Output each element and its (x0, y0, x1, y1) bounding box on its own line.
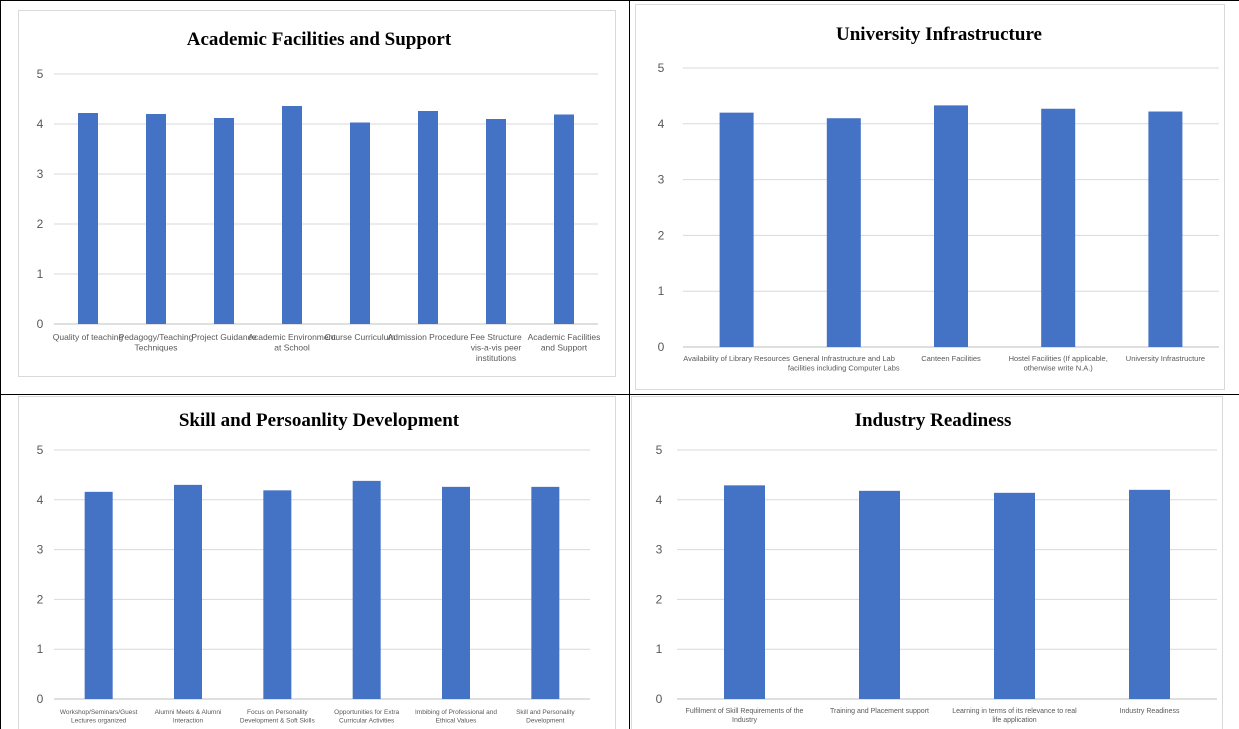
y-tick-label: 4 (656, 493, 663, 507)
y-tick-label: 2 (37, 592, 44, 606)
y-tick-label: 1 (656, 642, 663, 656)
y-tick-label: 3 (658, 173, 665, 187)
y-tick-label: 4 (658, 117, 665, 131)
table-border-top (0, 0, 1239, 1)
bar (554, 114, 574, 324)
bar (418, 111, 438, 324)
x-category-label: Focus on Personality Development & Soft S… (240, 709, 316, 725)
chart-university-infrastructure: University Infrastructure 0 1 2 3 4 5 Availabil… (658, 24, 1219, 373)
bar (263, 490, 292, 699)
bar (350, 122, 370, 324)
bar (724, 485, 765, 699)
x-category-label: Fee Structure vis-a-vis peer institutions (470, 332, 522, 363)
x-category-label: Learning in terms of its relevance to re… (952, 708, 1077, 724)
bar (486, 119, 506, 324)
y-tick-label: 1 (37, 267, 44, 281)
y-tick-label: 3 (656, 543, 663, 557)
bar (214, 118, 234, 324)
x-category-label: Alumni Meets & Alumni Interaction (155, 709, 222, 725)
y-tick-label: 3 (37, 167, 44, 181)
bar (1041, 108, 1076, 347)
chart-panel-academic-facilities: Academic Facilities and Support 0 1 2 3 4 5 Qua… (2, 2, 628, 393)
bar (352, 480, 381, 699)
bar (174, 484, 202, 699)
bar (859, 490, 900, 699)
table-border-middle-vertical (629, 0, 630, 729)
chart-industry-readiness: Industry Readiness 0 1 2 3 4 5 Fulfilment of Sk… (656, 410, 1217, 724)
y-tick-label: 1 (37, 642, 44, 656)
x-category-label: Availability of Library Resources (683, 354, 790, 363)
bar (531, 486, 560, 699)
chart-title: Skill and Persoanlity Development (179, 410, 460, 431)
x-category-label: Imbibing of Professional and Ethical Valu… (415, 709, 497, 725)
table-border-left (0, 0, 1, 729)
bar (994, 492, 1035, 699)
y-tick-label: 3 (37, 543, 44, 557)
y-tick-label: 1 (658, 284, 665, 298)
bar (282, 106, 302, 324)
x-category-label: Hostel Facilities (If applicable, otherwi… (1009, 354, 1108, 373)
y-tick-label: 5 (658, 61, 665, 75)
x-category-label: Workshop/Seminars/Guest Lectures organize… (60, 709, 138, 725)
y-tick-label: 0 (37, 692, 44, 706)
y-tick-label: 5 (37, 443, 44, 457)
y-tick-label: 2 (658, 228, 665, 242)
bar (934, 105, 968, 347)
x-category-label: Academic Facilities and Support (528, 332, 601, 353)
y-tick-label: 2 (37, 217, 44, 231)
bar (442, 486, 470, 699)
bar (146, 114, 166, 324)
table-border-middle-horizontal (0, 394, 1239, 395)
chart-panel-skill-development: Skill and Persoanlity Development 0 1 2 3 4 5 W… (2, 396, 628, 729)
y-tick-label: 4 (37, 117, 44, 131)
bar (78, 113, 98, 324)
x-category-label: Admission Procedure (388, 332, 469, 342)
y-tick-label: 5 (37, 67, 44, 81)
x-category-label: Pedagogy/Teaching Techniques (119, 332, 194, 353)
bar (1129, 489, 1170, 699)
y-tick-label: 2 (656, 592, 663, 606)
x-category-label: Training and Placement support (830, 708, 929, 715)
bar (1148, 111, 1183, 347)
chart-title: Academic Facilities and Support (187, 29, 452, 50)
y-tick-label: 4 (37, 493, 44, 507)
bar (719, 112, 754, 347)
y-tick-label: 0 (656, 692, 663, 706)
y-tick-label: 0 (37, 317, 44, 331)
chart-title: University Infrastructure (836, 24, 1042, 45)
y-tick-label: 5 (656, 443, 663, 457)
bar (826, 118, 861, 347)
x-category-label: Skill and Personality Development (516, 709, 575, 725)
y-tick-label: 0 (658, 340, 665, 354)
x-category-label: University Infrastructure (1126, 354, 1205, 363)
x-category-label: Course Curriculum (325, 332, 396, 342)
chart-academic-facilities: Academic Facilities and Support 0 1 2 3 4 5 Qua… (37, 29, 601, 363)
x-category-label: Opportunities for Extra Curricular Activi… (334, 709, 399, 725)
chart-title: Industry Readiness (855, 410, 1012, 431)
chart-panel-industry-readiness: Industry Readiness 0 1 2 3 4 5 Fulfilment of Sk… (631, 396, 1237, 729)
x-category-label: Canteen Facilities (921, 354, 981, 363)
x-category-label: Industry Readiness (1120, 708, 1180, 715)
x-category-label: Project Guidance (191, 332, 256, 342)
x-category-label: General Infrastructure and Lab facilities… (788, 354, 900, 373)
bar (84, 491, 113, 699)
chart-panel-university-infrastructure: University Infrastructure 0 1 2 3 4 5 Availabil… (631, 2, 1237, 393)
chart-skill-development: Skill and Persoanlity Development 0 1 2 3 4 5 W… (37, 410, 590, 725)
x-category-label: Quality of teaching (53, 332, 124, 342)
x-category-label: Academic Environment at School (248, 332, 336, 353)
x-category-label: Fulfilment of Skill Requirements of the I… (686, 708, 804, 724)
